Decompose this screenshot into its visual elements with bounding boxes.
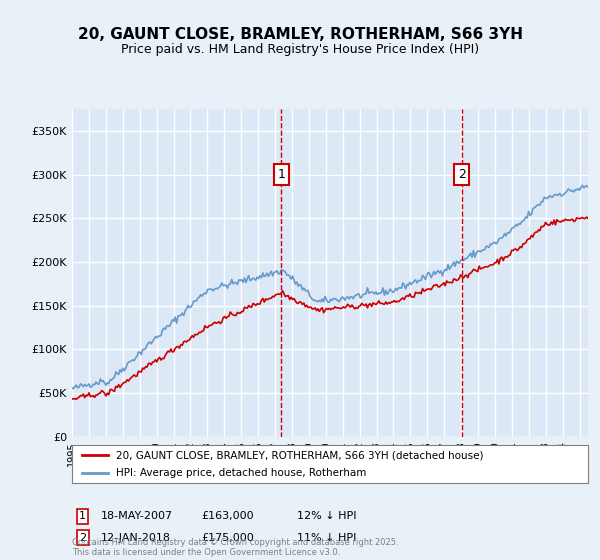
Text: 1: 1: [79, 511, 86, 521]
Text: 2: 2: [458, 168, 466, 181]
Text: Contains HM Land Registry data © Crown copyright and database right 2025.
This d: Contains HM Land Registry data © Crown c…: [72, 538, 398, 557]
Text: £163,000: £163,000: [201, 511, 254, 521]
Text: 12-JAN-2018: 12-JAN-2018: [101, 533, 171, 543]
Text: 20, GAUNT CLOSE, BRAMLEY, ROTHERHAM, S66 3YH: 20, GAUNT CLOSE, BRAMLEY, ROTHERHAM, S66…: [77, 27, 523, 42]
Text: 1: 1: [278, 168, 286, 181]
Text: 11% ↓ HPI: 11% ↓ HPI: [297, 533, 356, 543]
Text: Price paid vs. HM Land Registry's House Price Index (HPI): Price paid vs. HM Land Registry's House …: [121, 43, 479, 56]
Text: £175,000: £175,000: [201, 533, 254, 543]
Text: HPI: Average price, detached house, Rotherham: HPI: Average price, detached house, Roth…: [116, 468, 366, 478]
Text: 20, GAUNT CLOSE, BRAMLEY, ROTHERHAM, S66 3YH (detached house): 20, GAUNT CLOSE, BRAMLEY, ROTHERHAM, S66…: [116, 450, 484, 460]
Text: 18-MAY-2007: 18-MAY-2007: [101, 511, 173, 521]
Text: 2: 2: [79, 533, 86, 543]
Text: 12% ↓ HPI: 12% ↓ HPI: [297, 511, 356, 521]
